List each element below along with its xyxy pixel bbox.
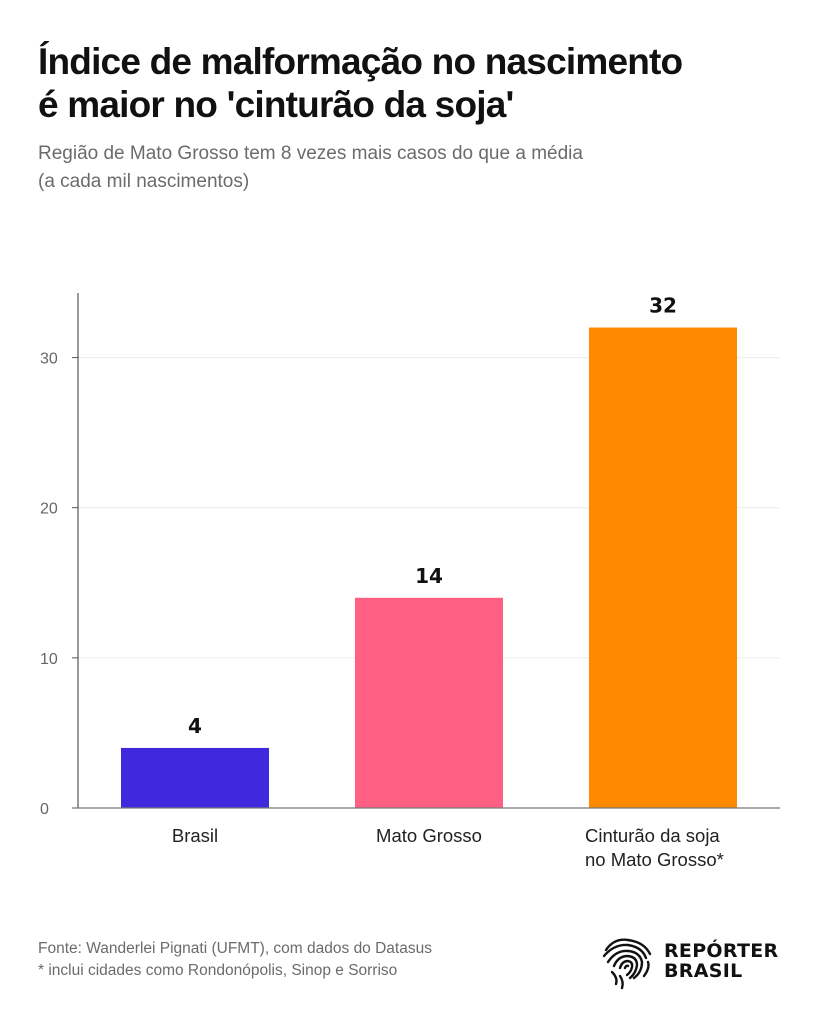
fingerprint-brazil-map-icon [602, 938, 652, 990]
data-label: 14 [415, 564, 443, 588]
y-tick-label: 10 [40, 651, 58, 668]
bar-2 [589, 327, 737, 808]
x-tick-label: Brasil [172, 825, 218, 846]
chart-subtitle: Região de Mato Grosso tem 8 vezes mais c… [38, 140, 798, 196]
logo-line-1: REPÓRTER [664, 940, 779, 962]
bar-0 [121, 747, 269, 808]
bar-1 [355, 597, 503, 808]
logo-wordmark: REPÓRTER BRASIL [664, 941, 778, 981]
logo-line-2: BRASIL [664, 960, 743, 982]
subtitle-line-1: Região de Mato Grosso tem 8 vezes mais c… [38, 143, 583, 164]
title-line-1: Índice de malformação no nascimento [38, 41, 683, 82]
bar-chart: 0 10 20 30 4 Brasil 14 Mato Grosso 32 Cinturão da… [40, 293, 780, 870]
footer: Fonte: Wanderlei Pignati (UFMT), com dad… [38, 938, 432, 982]
y-tick-label: 30 [40, 351, 58, 368]
data-label: 32 [649, 294, 677, 318]
x-tick-label: no Mato Grosso* [585, 849, 724, 870]
subtitle-line-2: (a cada mil nascimentos) [38, 171, 250, 192]
title-line-2: é maior no 'cinturão da soja' [38, 84, 514, 125]
y-tick-label: 0 [40, 801, 49, 818]
reporter-brasil-logo: REPÓRTER BRASIL [600, 932, 778, 990]
y-tick-label: 20 [40, 501, 58, 518]
x-tick-label: Cinturão da soja [585, 825, 720, 846]
footnote: * inclui cidades como Rondonópolis, Sino… [38, 962, 398, 979]
chart-title: Índice de malformação no nascimento é ma… [38, 40, 798, 126]
x-tick-label: Mato Grosso [376, 825, 482, 846]
data-label: 4 [188, 714, 202, 738]
source-note: Fonte: Wanderlei Pignati (UFMT), com dad… [38, 940, 432, 957]
